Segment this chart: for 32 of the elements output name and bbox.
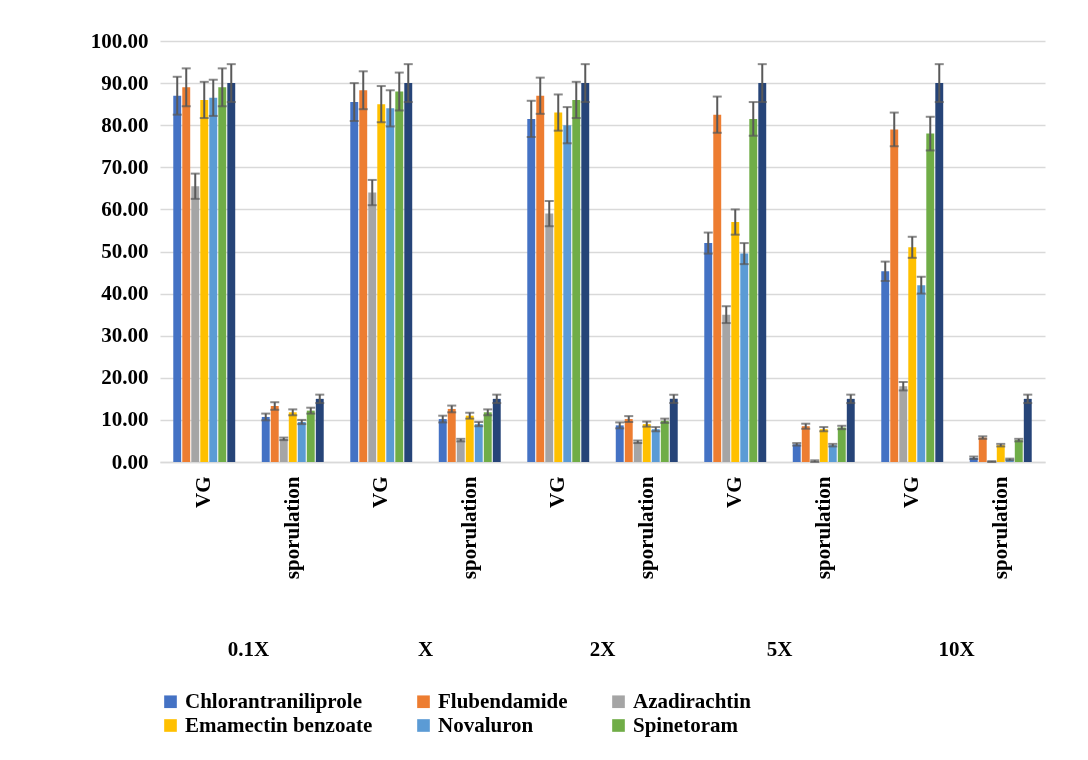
x-tick-label: VG	[368, 476, 393, 508]
y-tick-label: 40.00	[101, 281, 149, 306]
y-tick-label: 80.00	[101, 112, 149, 137]
legend-label: Spinetoram	[633, 712, 739, 737]
x-tick-label: sporulation	[633, 476, 658, 580]
legend-label: Chlorantraniliprole	[185, 688, 362, 713]
y-tick-label: 0.00	[111, 449, 149, 474]
x-tick-label: VG	[545, 476, 570, 508]
y-tick-label: 20.00	[101, 365, 149, 390]
x-tick-label: VG	[191, 476, 216, 508]
x-tick-label: VG	[722, 476, 747, 508]
text: 5X	[766, 637, 793, 661]
x-tick-label: sporulation	[987, 476, 1012, 580]
y-tick-label: 100.00	[90, 28, 149, 53]
y-tick-label: 50.00	[101, 239, 149, 263]
y-tick-label: 70.00	[101, 154, 149, 179]
y-tick-label: 30.00	[101, 323, 149, 348]
text: 10X	[938, 637, 975, 661]
x-tick-label: sporulation	[279, 476, 304, 580]
y-tick-label: 90.00	[101, 70, 149, 95]
text: X	[417, 637, 434, 661]
x-tick-label: sporulation	[456, 476, 481, 580]
legend-label: Emamectin benzoate	[185, 712, 373, 737]
legend-label: Azadirachtin	[633, 688, 752, 713]
text: 2X	[589, 637, 616, 661]
text: 0.1X	[227, 637, 270, 661]
legend-label: Flubendamide	[438, 688, 568, 713]
y-tick-label: 10.00	[101, 407, 149, 432]
legend-label: Novaluron	[438, 712, 534, 737]
x-tick-label: VG	[899, 476, 924, 508]
x-tick-label: sporulation	[810, 476, 835, 580]
y-tick-label: 60.00	[101, 196, 149, 221]
